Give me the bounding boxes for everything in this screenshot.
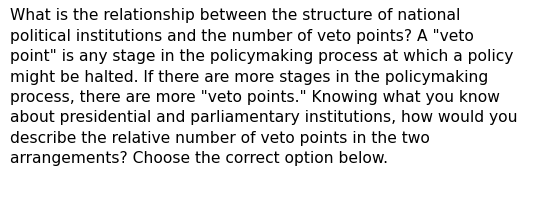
Text: What is the relationship between the structure of national
political institution: What is the relationship between the str…	[10, 8, 517, 166]
